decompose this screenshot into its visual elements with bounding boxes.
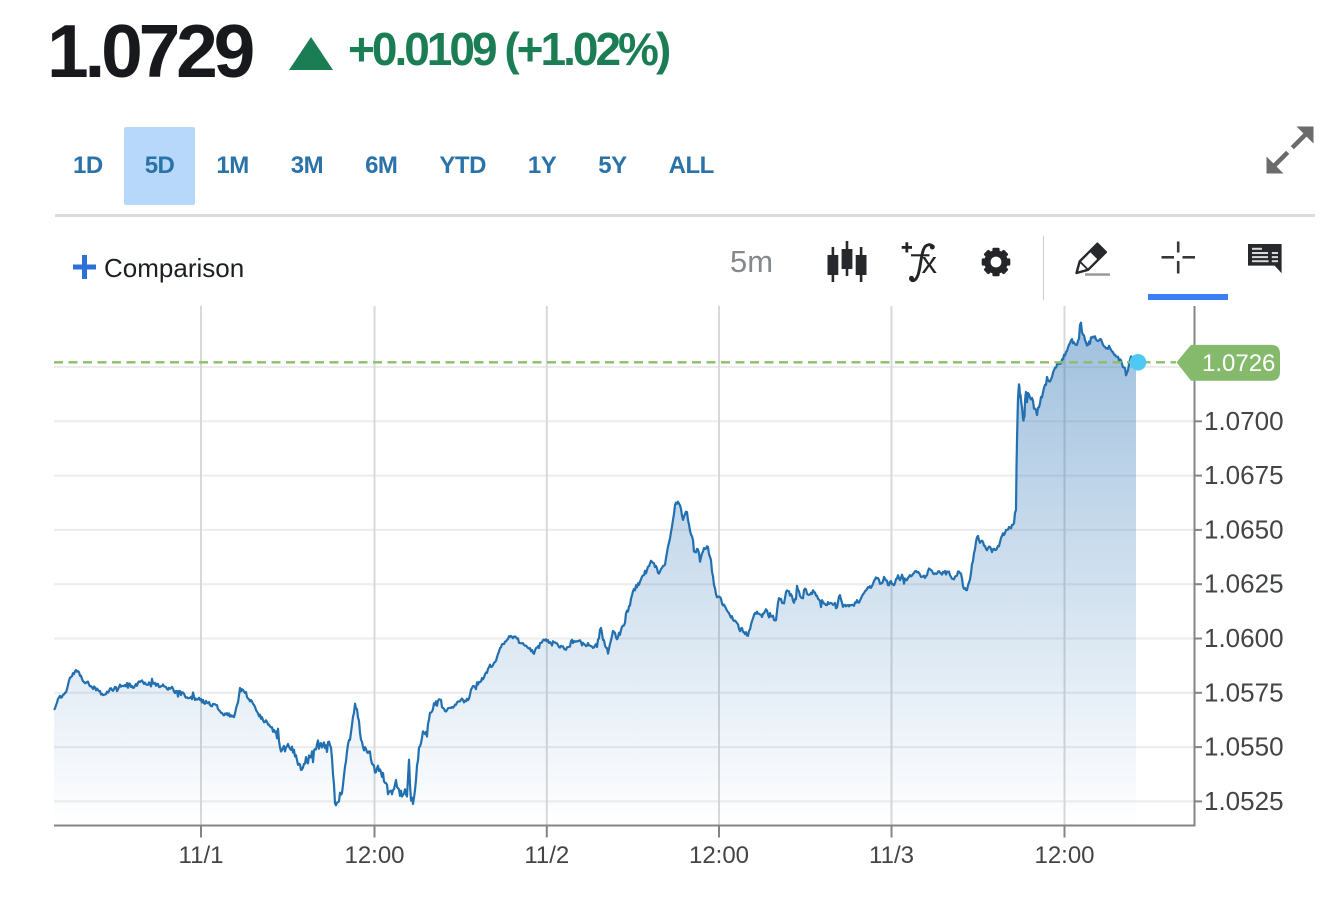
svg-text:12:00: 12:00: [1034, 842, 1094, 869]
svg-text:1.0550: 1.0550: [1204, 732, 1284, 762]
svg-text:11/3: 11/3: [869, 842, 914, 869]
svg-text:1.0700: 1.0700: [1204, 406, 1284, 436]
svg-text:1.0600: 1.0600: [1204, 623, 1284, 653]
svg-text:11/2: 11/2: [524, 842, 569, 869]
svg-text:1.0675: 1.0675: [1204, 460, 1284, 490]
svg-text:1.0650: 1.0650: [1204, 514, 1284, 544]
svg-text:1.0726: 1.0726: [1202, 350, 1275, 377]
svg-text:x: x: [922, 245, 938, 280]
svg-text:1.0625: 1.0625: [1204, 569, 1284, 599]
svg-text:11/1: 11/1: [179, 842, 224, 869]
svg-text:1.0575: 1.0575: [1204, 677, 1284, 707]
svg-text:12:00: 12:00: [689, 842, 749, 869]
svg-text:12:00: 12:00: [344, 842, 404, 869]
svg-text:1.0525: 1.0525: [1204, 786, 1284, 816]
